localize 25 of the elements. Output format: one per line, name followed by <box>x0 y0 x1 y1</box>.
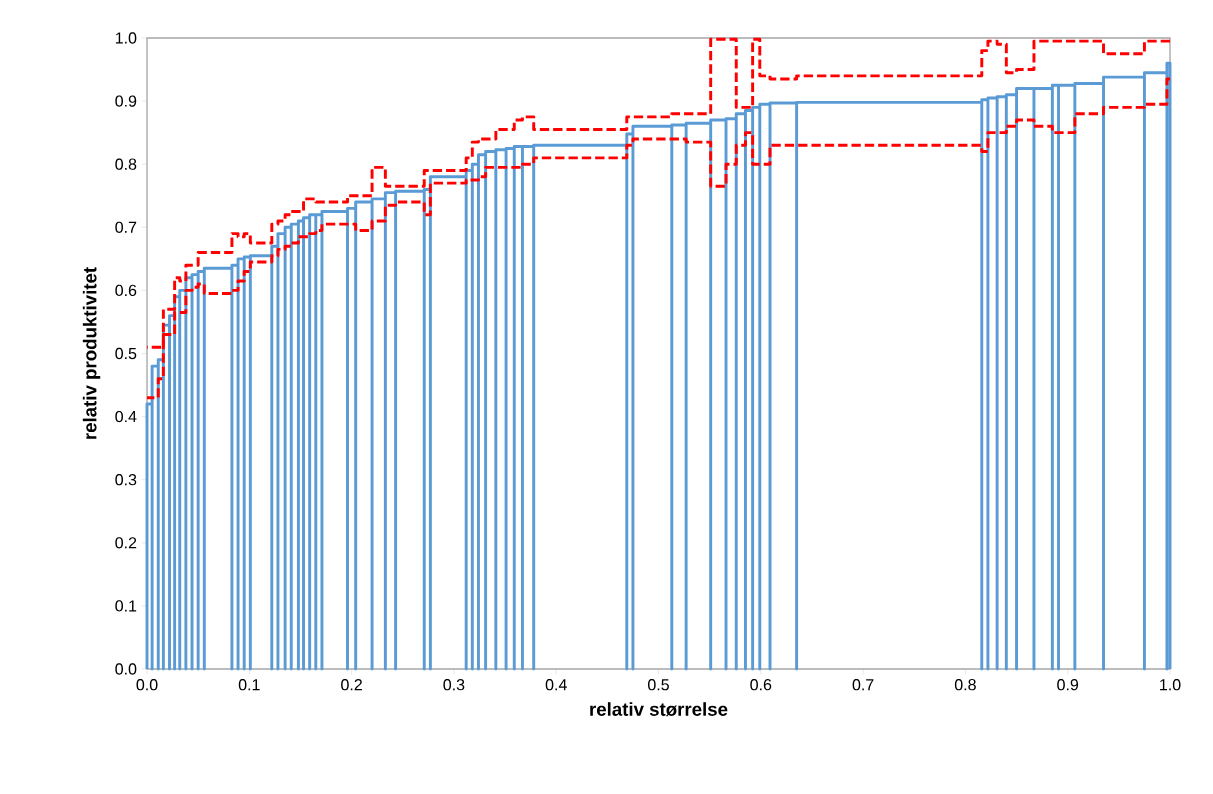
x-tick-label: 0.4 <box>545 679 567 691</box>
x-axis-title: relativ størrelse <box>590 702 728 717</box>
x-tick-label: 0.6 <box>750 679 772 691</box>
y-tick-label: 0.9 <box>115 95 137 107</box>
x-tick-label: 1.0 <box>1160 679 1181 691</box>
x-tick-label: 0.0 <box>136 679 158 691</box>
y-tick-label: 0.2 <box>115 537 137 549</box>
x-tick-label: 0.7 <box>852 679 874 691</box>
y-tick-label: 1.0 <box>115 32 137 44</box>
x-tick-label: 0.2 <box>341 679 362 691</box>
line-series <box>145 61 1172 671</box>
x-tick-label: 0.9 <box>1057 679 1079 691</box>
y-tick-label: 0.0 <box>115 663 137 675</box>
y-tick-label: 0.6 <box>115 284 137 297</box>
y-tick-label: 0.8 <box>115 158 137 170</box>
x-tick-label: 0.8 <box>954 679 976 691</box>
y-tick-label: 0.7 <box>115 221 137 233</box>
x-tick-label: 0.5 <box>648 679 669 691</box>
y-axis-title: relativ produktivitet <box>82 267 101 439</box>
y-tick-label: 0.3 <box>115 474 137 486</box>
y-tick-label: 0.4 <box>115 410 137 423</box>
y-tick-label: 0.5 <box>115 347 137 360</box>
y-tick-label: 0.1 <box>115 600 137 612</box>
x-tick-label: 0.1 <box>238 679 260 691</box>
x-tick-label: 0.3 <box>443 679 465 691</box>
